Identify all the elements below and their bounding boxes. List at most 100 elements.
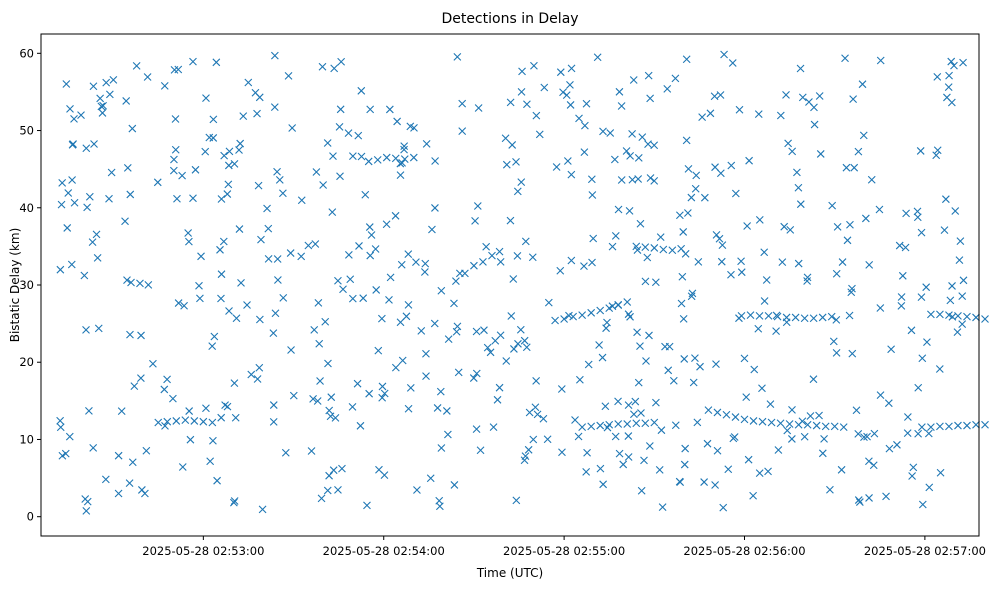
chart-title: Detections in Delay: [441, 11, 578, 27]
data-point: [525, 408, 534, 417]
data-point: [189, 194, 197, 203]
x-tick-label: 2025-05-28 02:55:00: [503, 544, 625, 558]
data-point: [93, 253, 102, 262]
data-point: [737, 268, 746, 277]
data-point: [681, 444, 690, 453]
data-point: [201, 147, 210, 156]
data-point: [832, 348, 841, 357]
data-point: [501, 134, 510, 143]
data-point: [624, 401, 633, 409]
data-point: [567, 170, 576, 179]
data-point: [821, 422, 830, 431]
data-point: [711, 481, 719, 489]
data-point: [184, 229, 193, 237]
data-point: [274, 276, 282, 284]
data-point: [126, 330, 134, 339]
data-point: [833, 223, 842, 231]
data-point: [658, 503, 667, 512]
data-point: [126, 190, 135, 199]
data-point: [326, 412, 335, 421]
data-point: [559, 88, 567, 97]
data-point: [263, 204, 271, 213]
data-point: [80, 271, 89, 280]
data-point: [927, 423, 935, 431]
data-point: [128, 458, 137, 467]
x-tick-label: 2025-05-28 02:53:00: [142, 544, 264, 558]
data-point: [624, 432, 633, 440]
data-point: [683, 209, 692, 217]
data-point: [402, 312, 411, 321]
data-point: [114, 451, 123, 460]
data-point: [680, 355, 689, 363]
data-point: [535, 130, 544, 139]
data-point: [764, 467, 772, 476]
data-point: [820, 434, 828, 443]
data-point: [336, 172, 344, 181]
data-point: [713, 446, 722, 455]
data-point: [421, 259, 430, 268]
data-point: [137, 374, 145, 383]
data-point: [81, 495, 90, 503]
data-point: [123, 276, 131, 285]
data-point: [483, 343, 492, 352]
data-point: [109, 76, 118, 84]
data-point: [404, 404, 413, 413]
data-point: [496, 258, 505, 266]
data-point: [614, 205, 623, 214]
data-point: [767, 418, 776, 427]
data-point: [428, 225, 436, 234]
data-point: [373, 155, 382, 164]
data-point: [645, 331, 653, 340]
data-point: [372, 286, 381, 294]
data-point: [508, 141, 517, 149]
data-point: [397, 260, 406, 269]
data-point: [617, 176, 626, 184]
data-point: [327, 393, 336, 402]
data-point: [946, 296, 955, 305]
data-point: [634, 153, 643, 162]
data-point: [749, 491, 758, 500]
data-point: [169, 394, 177, 403]
data-point: [764, 312, 773, 320]
data-point: [582, 467, 591, 476]
data-point: [680, 460, 689, 469]
data-point: [727, 161, 736, 170]
data-point: [521, 237, 530, 246]
data-point: [307, 447, 316, 455]
data-point: [255, 363, 264, 372]
data-point: [940, 226, 949, 235]
data-point: [788, 147, 797, 156]
data-point: [469, 374, 478, 382]
data-point: [311, 240, 320, 248]
data-point: [420, 268, 429, 276]
data-point: [582, 99, 591, 108]
data-point: [286, 249, 295, 257]
data-point: [782, 313, 791, 322]
data-point: [458, 127, 467, 135]
data-point: [363, 501, 371, 510]
data-point: [623, 298, 632, 306]
data-point: [640, 456, 648, 465]
data-point: [818, 449, 827, 458]
data-point: [365, 389, 374, 398]
data-point: [755, 469, 764, 477]
data-point: [776, 111, 785, 120]
data-point: [925, 483, 934, 492]
data-point: [803, 420, 812, 429]
data-point: [199, 417, 208, 426]
data-point: [846, 220, 854, 229]
data-point: [713, 408, 722, 417]
data-point: [641, 277, 650, 286]
data-point: [85, 407, 93, 415]
data-point: [530, 61, 538, 70]
data-point: [366, 105, 375, 114]
data-point: [70, 198, 79, 207]
data-point: [778, 258, 787, 267]
data-point: [603, 318, 611, 327]
data-point: [82, 325, 90, 334]
data-point: [773, 312, 782, 321]
data-point: [313, 397, 322, 405]
data-point: [588, 191, 597, 199]
data-point: [972, 313, 980, 322]
